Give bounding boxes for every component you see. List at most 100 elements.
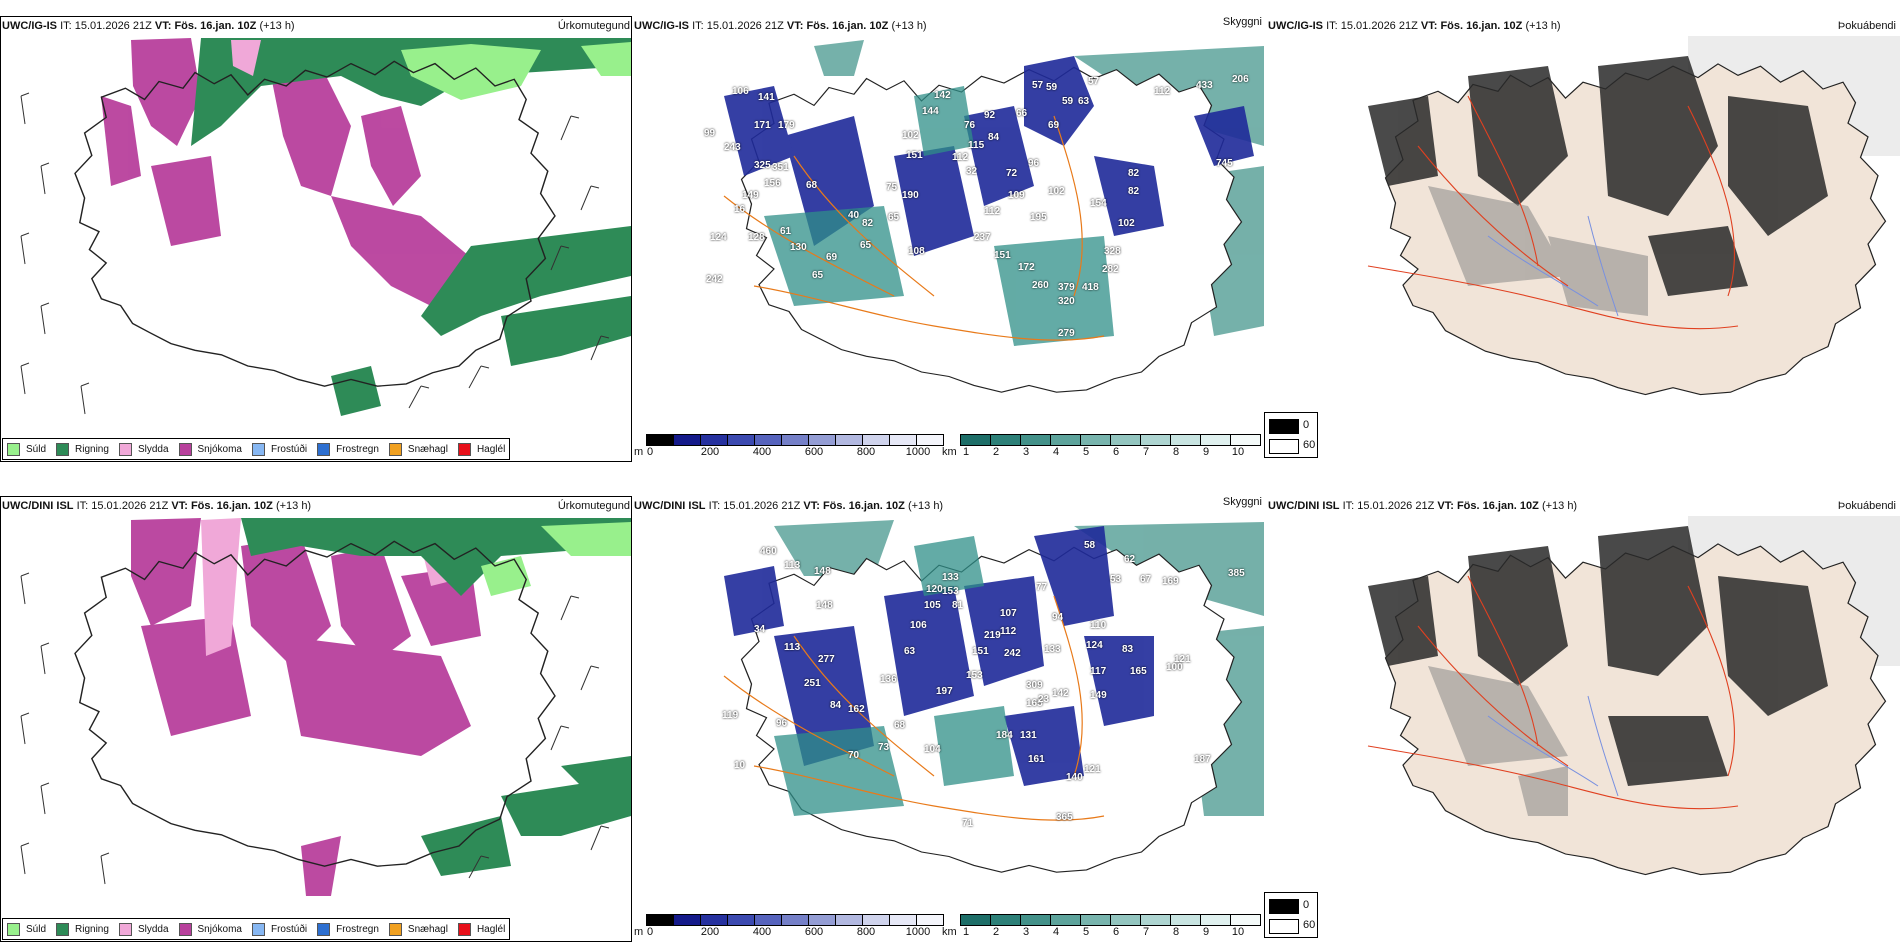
- roads: [1367, 575, 1739, 810]
- visibility-tick: 2: [992, 446, 1000, 458]
- precip-map-2: [1, 516, 631, 906]
- visibility-tick: 4: [1052, 446, 1060, 458]
- fog-dark-areas: [1368, 526, 1828, 786]
- fog-swatch-0: [1269, 419, 1299, 434]
- panel-title-1b: UWC/IG-IS IT: 15.01.2026 21Z VT: Fös. 16…: [634, 20, 927, 32]
- panel-variable-1a: Úrkomutegund: [557, 20, 630, 32]
- ceiling-tick: 800: [856, 926, 876, 938]
- legend-item-slydda: Slydda: [118, 922, 169, 936]
- low-ceiling-areas: [724, 526, 1154, 786]
- precip-legend-1: Súld Rigning Slydda Snjókoma Frostúði Fr…: [2, 438, 511, 460]
- drizzle-areas: [481, 522, 631, 596]
- visibility-tick: 5: [1082, 446, 1090, 458]
- ceiling-tick: 400: [752, 446, 772, 458]
- rivers: [1487, 215, 1619, 317]
- ceiling-tick: 1000: [905, 926, 931, 938]
- legend-item-haglel: Haglél: [457, 922, 505, 936]
- legend-item-haglel: Haglél: [457, 442, 505, 456]
- panel-variable-2c: Þokuábendi: [1837, 500, 1896, 512]
- fog-dark-areas: [1368, 56, 1828, 296]
- visibility-map-2: [634, 516, 1264, 914]
- moderate-visibility-areas: [764, 86, 1114, 346]
- sleet-areas: [231, 40, 261, 76]
- legend-item-slydda: Slydda: [118, 442, 169, 456]
- ceiling-colorbar-1: m 0 200 400 600 800 1000: [634, 434, 944, 460]
- panel-variable-1b: Skyggni: [1222, 16, 1262, 28]
- ceiling-tick: 1000: [905, 446, 931, 458]
- fog-swatch-60: [1269, 439, 1299, 454]
- visibility-unit: km: [942, 926, 957, 938]
- panel-title-1a: UWC/IG-IS IT: 15.01.2026 21Z VT: Fös. 16…: [2, 20, 295, 32]
- legend-item-snaehagl: Snæhagl: [388, 442, 448, 456]
- legend-item-sudd: Súld: [7, 922, 46, 936]
- fog-label-0: 0: [1303, 899, 1310, 911]
- visibility-tick: 8: [1172, 926, 1180, 938]
- ceiling-tick: 600: [804, 446, 824, 458]
- coastlines-roads: [723, 115, 1105, 341]
- legend-item-snjokoma: Snjókoma: [178, 442, 242, 456]
- panel-title-2a: UWC/DINI ISL IT: 15.01.2026 21Z VT: Fös.…: [2, 500, 312, 512]
- panel-variable-2a: Úrkomutegund: [557, 500, 630, 512]
- visibility-tick: 8: [1172, 446, 1180, 458]
- fog-map-2: [1268, 516, 1900, 906]
- fog-legend-2: 0 60: [1264, 892, 1318, 938]
- rain-areas: [241, 518, 631, 876]
- visibility-unit: km: [942, 446, 957, 458]
- ceiling-tick: 200: [700, 446, 720, 458]
- visibility-tick: 3: [1022, 446, 1030, 458]
- visibility-tick: 9: [1202, 926, 1210, 938]
- visibility-tick: 10: [1231, 446, 1245, 458]
- legend-item-frostregn: Frostregn: [317, 442, 379, 456]
- ceiling-colorbar-swatches: [646, 434, 944, 446]
- visibility-tick: 10: [1231, 926, 1245, 938]
- visibility-colorbar-2: km 1 2 3 4 5 6 7 8 9 10: [942, 914, 1262, 940]
- snow-areas: [101, 38, 481, 316]
- visibility-tick: 9: [1202, 446, 1210, 458]
- legend-item-snjokoma: Snjókoma: [178, 922, 242, 936]
- precip-legend-2: Súld Rigning Slydda Snjókoma Frostúði Fr…: [2, 918, 511, 940]
- ceiling-tick: 0: [646, 446, 654, 458]
- fog-swatch-60: [1269, 919, 1299, 934]
- legend-item-sudd: Súld: [7, 442, 46, 456]
- panel-title-1c: UWC/IG-IS IT: 15.01.2026 21Z VT: Fös. 16…: [1268, 20, 1561, 32]
- legend-item-frostudi: Frostúði: [251, 442, 307, 456]
- visibility-tick: 4: [1052, 926, 1060, 938]
- ceiling-tick: 400: [752, 926, 772, 938]
- ceiling-tick: 0: [646, 926, 654, 938]
- ceiling-tick: 200: [700, 926, 720, 938]
- legend-item-frostudi: Frostúði: [251, 922, 307, 936]
- panel-title-2c: UWC/DINI ISL IT: 15.01.2026 21Z VT: Fös.…: [1268, 500, 1578, 512]
- panel-title-2b: UWC/DINI ISL IT: 15.01.2026 21Z VT: Fös.…: [634, 500, 944, 512]
- visibility-tick: 3: [1022, 926, 1030, 938]
- moderate-visibility-areas: [774, 536, 1014, 816]
- rivers: [1487, 695, 1619, 797]
- visibility-tick: 7: [1142, 926, 1150, 938]
- visibility-tick: 1: [962, 446, 970, 458]
- visibility-colorbar-swatches: [960, 434, 1261, 446]
- fog-label-60: 60: [1303, 439, 1316, 451]
- roads: [1367, 95, 1739, 330]
- legend-item-snaehagl: Snæhagl: [388, 922, 448, 936]
- fog-label-60: 60: [1303, 919, 1316, 931]
- fog-map-1: [1268, 36, 1900, 426]
- precip-map-1: [1, 36, 631, 426]
- ceiling-colorbar-2: m 0 200 400 600 800 1000: [634, 914, 944, 940]
- ceiling-colorbar-swatches: [646, 914, 944, 926]
- ceiling-tick: 800: [856, 446, 876, 458]
- wind-barbs: [20, 572, 610, 885]
- drizzle-areas: [401, 42, 631, 100]
- wind-barbs: [20, 92, 610, 415]
- panel-variable-2b: Skyggni: [1222, 496, 1262, 508]
- visibility-tick: 2: [992, 926, 1000, 938]
- fog-swatch-0: [1269, 899, 1299, 914]
- fog-legend-1: 0 60: [1264, 412, 1318, 458]
- visibility-tick: 7: [1142, 446, 1150, 458]
- legend-item-rigning: Rigning: [56, 442, 109, 456]
- visibility-tick: 1: [962, 926, 970, 938]
- legend-item-frostregn: Frostregn: [317, 922, 379, 936]
- visibility-colorbar-swatches: [960, 914, 1261, 926]
- visibility-colorbar-1: km 1 2 3 4 5 6 7 8 9 10: [942, 434, 1262, 460]
- legend-item-rigning: Rigning: [56, 922, 109, 936]
- panel-variable-1c: Þokuábendi: [1837, 20, 1896, 32]
- fog-label-0: 0: [1303, 419, 1310, 431]
